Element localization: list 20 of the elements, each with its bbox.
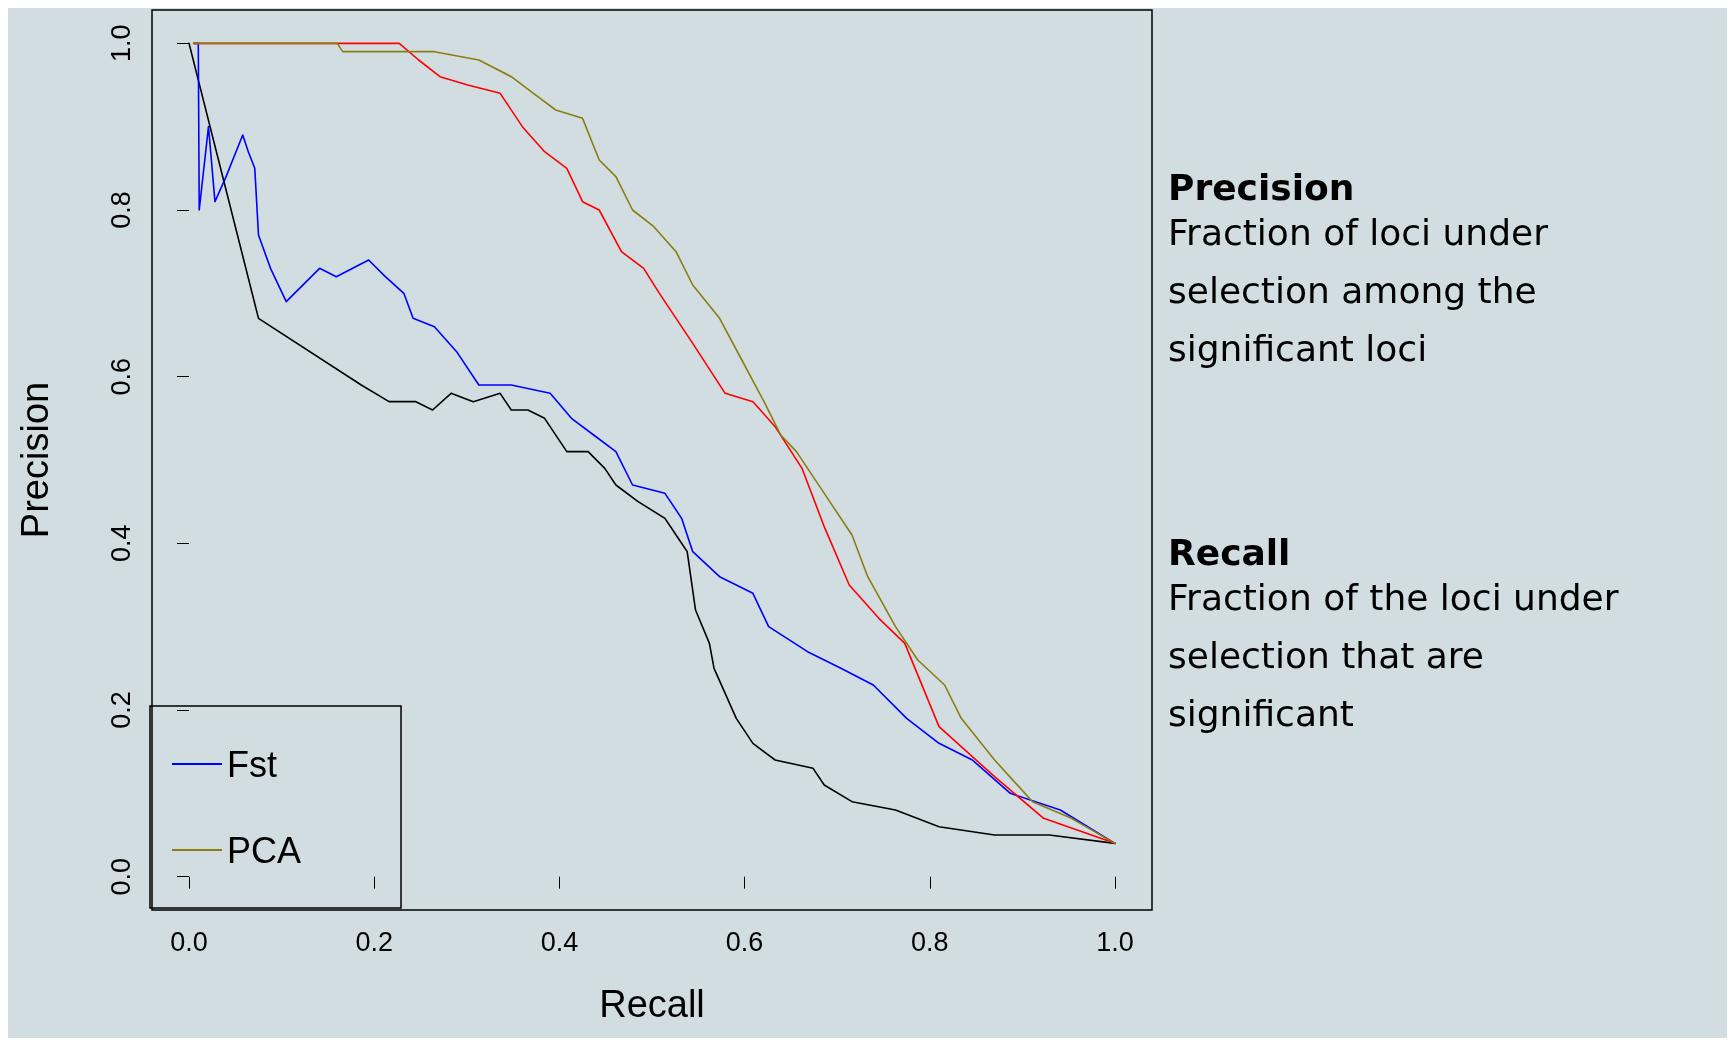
x-tick-label: 0.8 xyxy=(911,926,949,957)
y-tick-label: 1.0 xyxy=(105,24,136,63)
y-axis-title: Precision xyxy=(1168,166,1355,208)
legend-label: Fst xyxy=(227,743,277,785)
x-axis-title: Recall xyxy=(1168,531,1291,573)
text: Precision xyxy=(14,381,56,539)
y-tick-label: 0.4 xyxy=(105,524,136,563)
x-tick-label: 0.6 xyxy=(725,926,764,957)
y-tick-label: 0.0 xyxy=(105,857,136,896)
y-tick-label: 0.2 xyxy=(105,691,136,729)
y-tick-label: 0.8 xyxy=(105,191,136,229)
text: Recall xyxy=(599,983,705,1025)
x-tick-label: 0.2 xyxy=(355,926,393,957)
text: Fraction of loci under selection among the significant loci xyxy=(1168,211,1560,369)
y-tick-label: 0.6 xyxy=(105,357,136,396)
x-tick-label: 0.0 xyxy=(170,926,208,957)
legend-label: PCA xyxy=(227,829,302,871)
x-tick-label: 1.0 xyxy=(1096,926,1134,957)
x-tick-label: 0.4 xyxy=(540,926,579,957)
text: Fraction of the loci under selection that are significant xyxy=(1168,576,1630,734)
